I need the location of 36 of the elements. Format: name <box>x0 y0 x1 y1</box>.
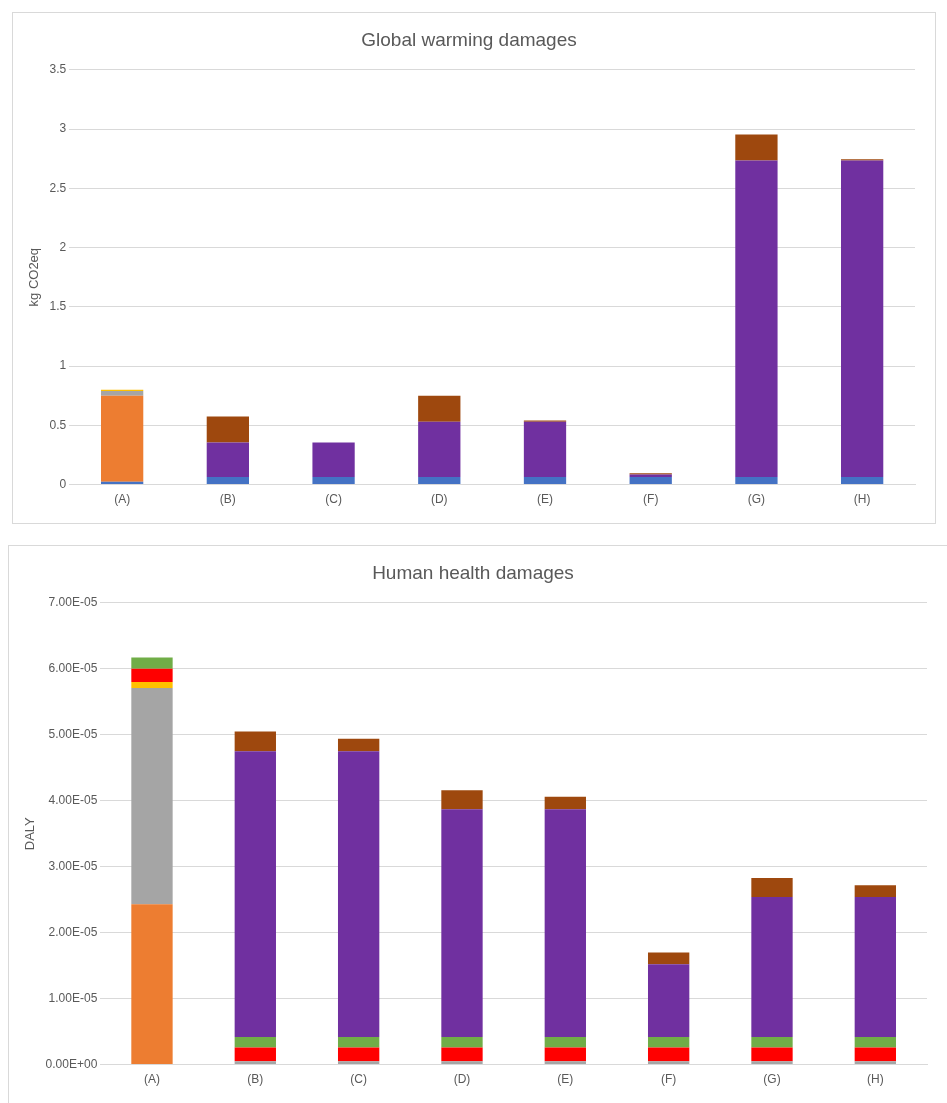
x-tick-label: (H) <box>867 1072 884 1087</box>
x-tick-label: (E) <box>537 492 553 507</box>
x-tick-label: (F) <box>643 492 659 507</box>
x-tick-label: (D) <box>453 1072 471 1087</box>
y-tick-label: 2.00E-05 <box>48 924 98 939</box>
x-tick-label: (A) <box>114 492 131 507</box>
y-tick-label: 0 <box>59 476 67 491</box>
y-tick-label: 3 <box>59 121 67 136</box>
x-tick-label: (H) <box>853 492 871 507</box>
x-tick-label: (A) <box>143 1072 160 1087</box>
y-tick-label: 6.00E-05 <box>48 661 98 676</box>
chart-title: Global warming damages <box>361 28 577 50</box>
y-tick-label: 4.00E-05 <box>48 793 98 808</box>
x-tick-label: (B) <box>219 492 236 507</box>
y-tick-label: 7.00E-05 <box>48 595 98 610</box>
x-tick-label: (G) <box>747 492 766 507</box>
x-tick-label: (C) <box>350 1072 367 1087</box>
y-axis-title: DALY <box>22 816 38 851</box>
chart-title: Human health damages <box>372 561 574 583</box>
y-tick-label: 2.5 <box>49 180 67 195</box>
y-tick-label: 5.00E-05 <box>48 727 98 742</box>
x-tick-label: (G) <box>763 1072 781 1087</box>
y-tick-label: 3.5 <box>49 62 67 77</box>
y-tick-label: 0.00E+00 <box>45 1056 98 1071</box>
x-tick-label: (C) <box>325 492 342 507</box>
y-tick-label: 1.5 <box>49 299 67 314</box>
y-tick-label: 1 <box>59 358 67 373</box>
x-tick-label: (B) <box>247 1072 264 1087</box>
x-tick-label: (E) <box>557 1072 574 1087</box>
y-tick-label: 0.5 <box>49 417 67 432</box>
y-axis-title: kg CO2eq <box>26 247 42 307</box>
y-tick-label: 1.00E-05 <box>48 990 98 1005</box>
x-tick-label: (D) <box>430 492 448 507</box>
y-tick-label: 2 <box>59 239 67 254</box>
y-tick-label: 3.00E-05 <box>48 859 98 873</box>
x-tick-label: (F) <box>661 1072 677 1087</box>
